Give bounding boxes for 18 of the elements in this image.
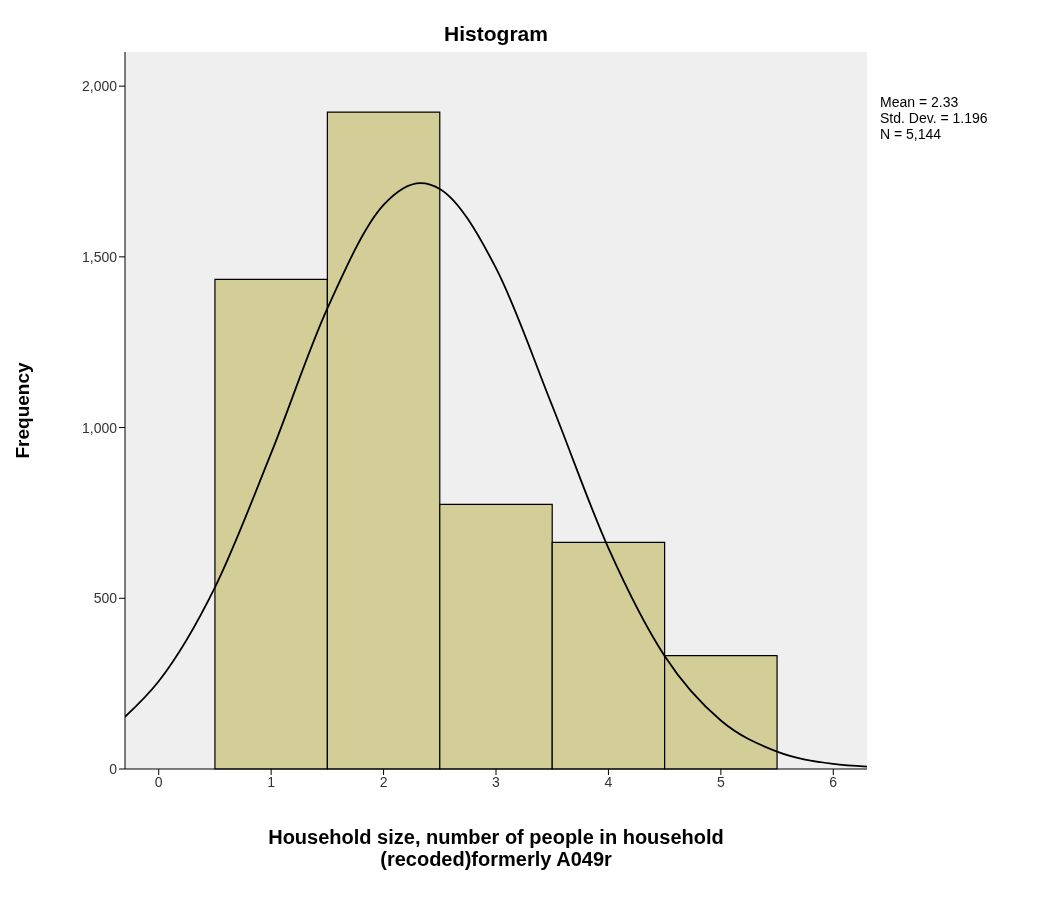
text: Std. Dev. = 1.196 [880,110,988,126]
text: N = 5,144 [880,126,943,142]
x-tick-label: 4 [604,773,613,790]
text: Mean = 2.33 [880,94,960,110]
y-tick-label: 0 [109,760,118,777]
y-tick-label: 1,000 [81,419,118,436]
chart-title: Histogram [443,22,549,46]
y-tick-label: 500 [93,590,118,607]
x-tick-label: 1 [267,773,276,790]
x-tick-label: 0 [154,773,163,790]
y-axis-title: Frequency [11,362,33,459]
x-tick-label: 3 [492,773,501,790]
x-tick-label: 2 [379,773,388,790]
x-tick-label: 5 [716,773,725,790]
x-tick-label: 6 [829,773,838,790]
y-tick-label: 2,000 [81,78,118,95]
x-axis-title: Household size, number of people in household (recoded)formerly A049r [267,826,725,870]
y-tick-label: 1,500 [81,248,118,265]
